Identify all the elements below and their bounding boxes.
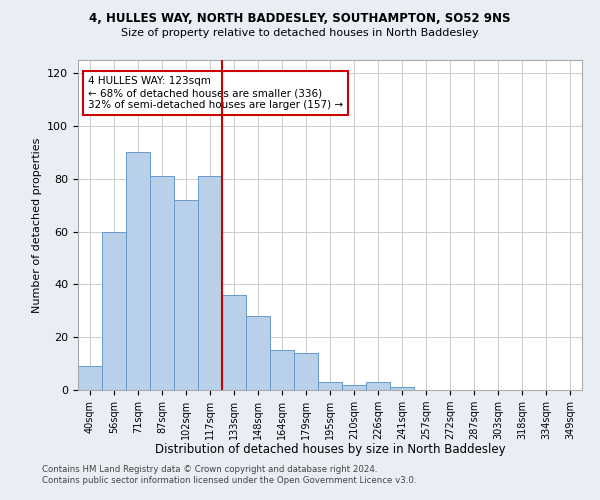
Bar [174, 200, 198, 390]
Text: Size of property relative to detached houses in North Baddesley: Size of property relative to detached ho… [121, 28, 479, 38]
Text: 4, HULLES WAY, NORTH BADDESLEY, SOUTHAMPTON, SO52 9NS: 4, HULLES WAY, NORTH BADDESLEY, SOUTHAMP… [89, 12, 511, 26]
Text: 4 HULLES WAY: 123sqm
← 68% of detached houses are smaller (336)
32% of semi-deta: 4 HULLES WAY: 123sqm ← 68% of detached h… [88, 76, 343, 110]
Bar [198, 176, 222, 390]
Bar [318, 382, 342, 390]
Bar [270, 350, 294, 390]
Y-axis label: Number of detached properties: Number of detached properties [32, 138, 41, 312]
Bar [102, 232, 126, 390]
Bar [366, 382, 390, 390]
Text: Distribution of detached houses by size in North Baddesley: Distribution of detached houses by size … [155, 442, 505, 456]
Bar [294, 353, 318, 390]
Bar [150, 176, 174, 390]
Bar [246, 316, 270, 390]
Bar [126, 152, 150, 390]
Text: Contains HM Land Registry data © Crown copyright and database right 2024.: Contains HM Land Registry data © Crown c… [42, 465, 377, 474]
Bar [78, 366, 102, 390]
Bar [390, 388, 414, 390]
Text: Contains public sector information licensed under the Open Government Licence v3: Contains public sector information licen… [42, 476, 416, 485]
Bar [342, 384, 366, 390]
Bar [222, 295, 246, 390]
